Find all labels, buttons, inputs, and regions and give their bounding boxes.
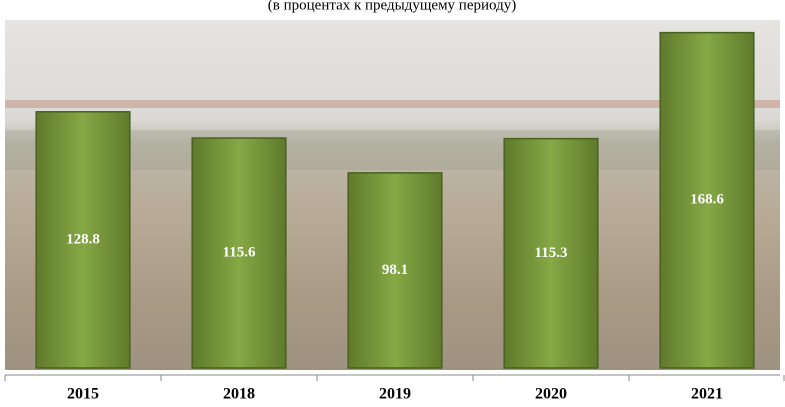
forest bbox=[5, 130, 780, 170]
value-label: 168.6 bbox=[690, 192, 724, 208]
value-label: 98.1 bbox=[382, 262, 408, 278]
bar bbox=[35, 111, 131, 369]
x-tick-label: 2015 bbox=[67, 386, 99, 403]
x-tick-label: 2020 bbox=[535, 386, 567, 403]
bar bbox=[659, 31, 755, 369]
bar bbox=[347, 172, 443, 369]
x-tick-label: 2021 bbox=[691, 386, 723, 403]
x-tick-label: 2018 bbox=[223, 386, 255, 403]
value-label: 115.3 bbox=[535, 245, 568, 261]
chart-subtitle: (в процентах к предыдущему периоду) bbox=[268, 0, 516, 13]
gantry bbox=[5, 100, 780, 108]
bar bbox=[503, 137, 599, 369]
bar bbox=[191, 137, 287, 369]
value-label: 128.8 bbox=[66, 231, 100, 247]
value-label: 115.6 bbox=[223, 244, 256, 260]
x-tick-label: 2019 bbox=[379, 386, 411, 403]
